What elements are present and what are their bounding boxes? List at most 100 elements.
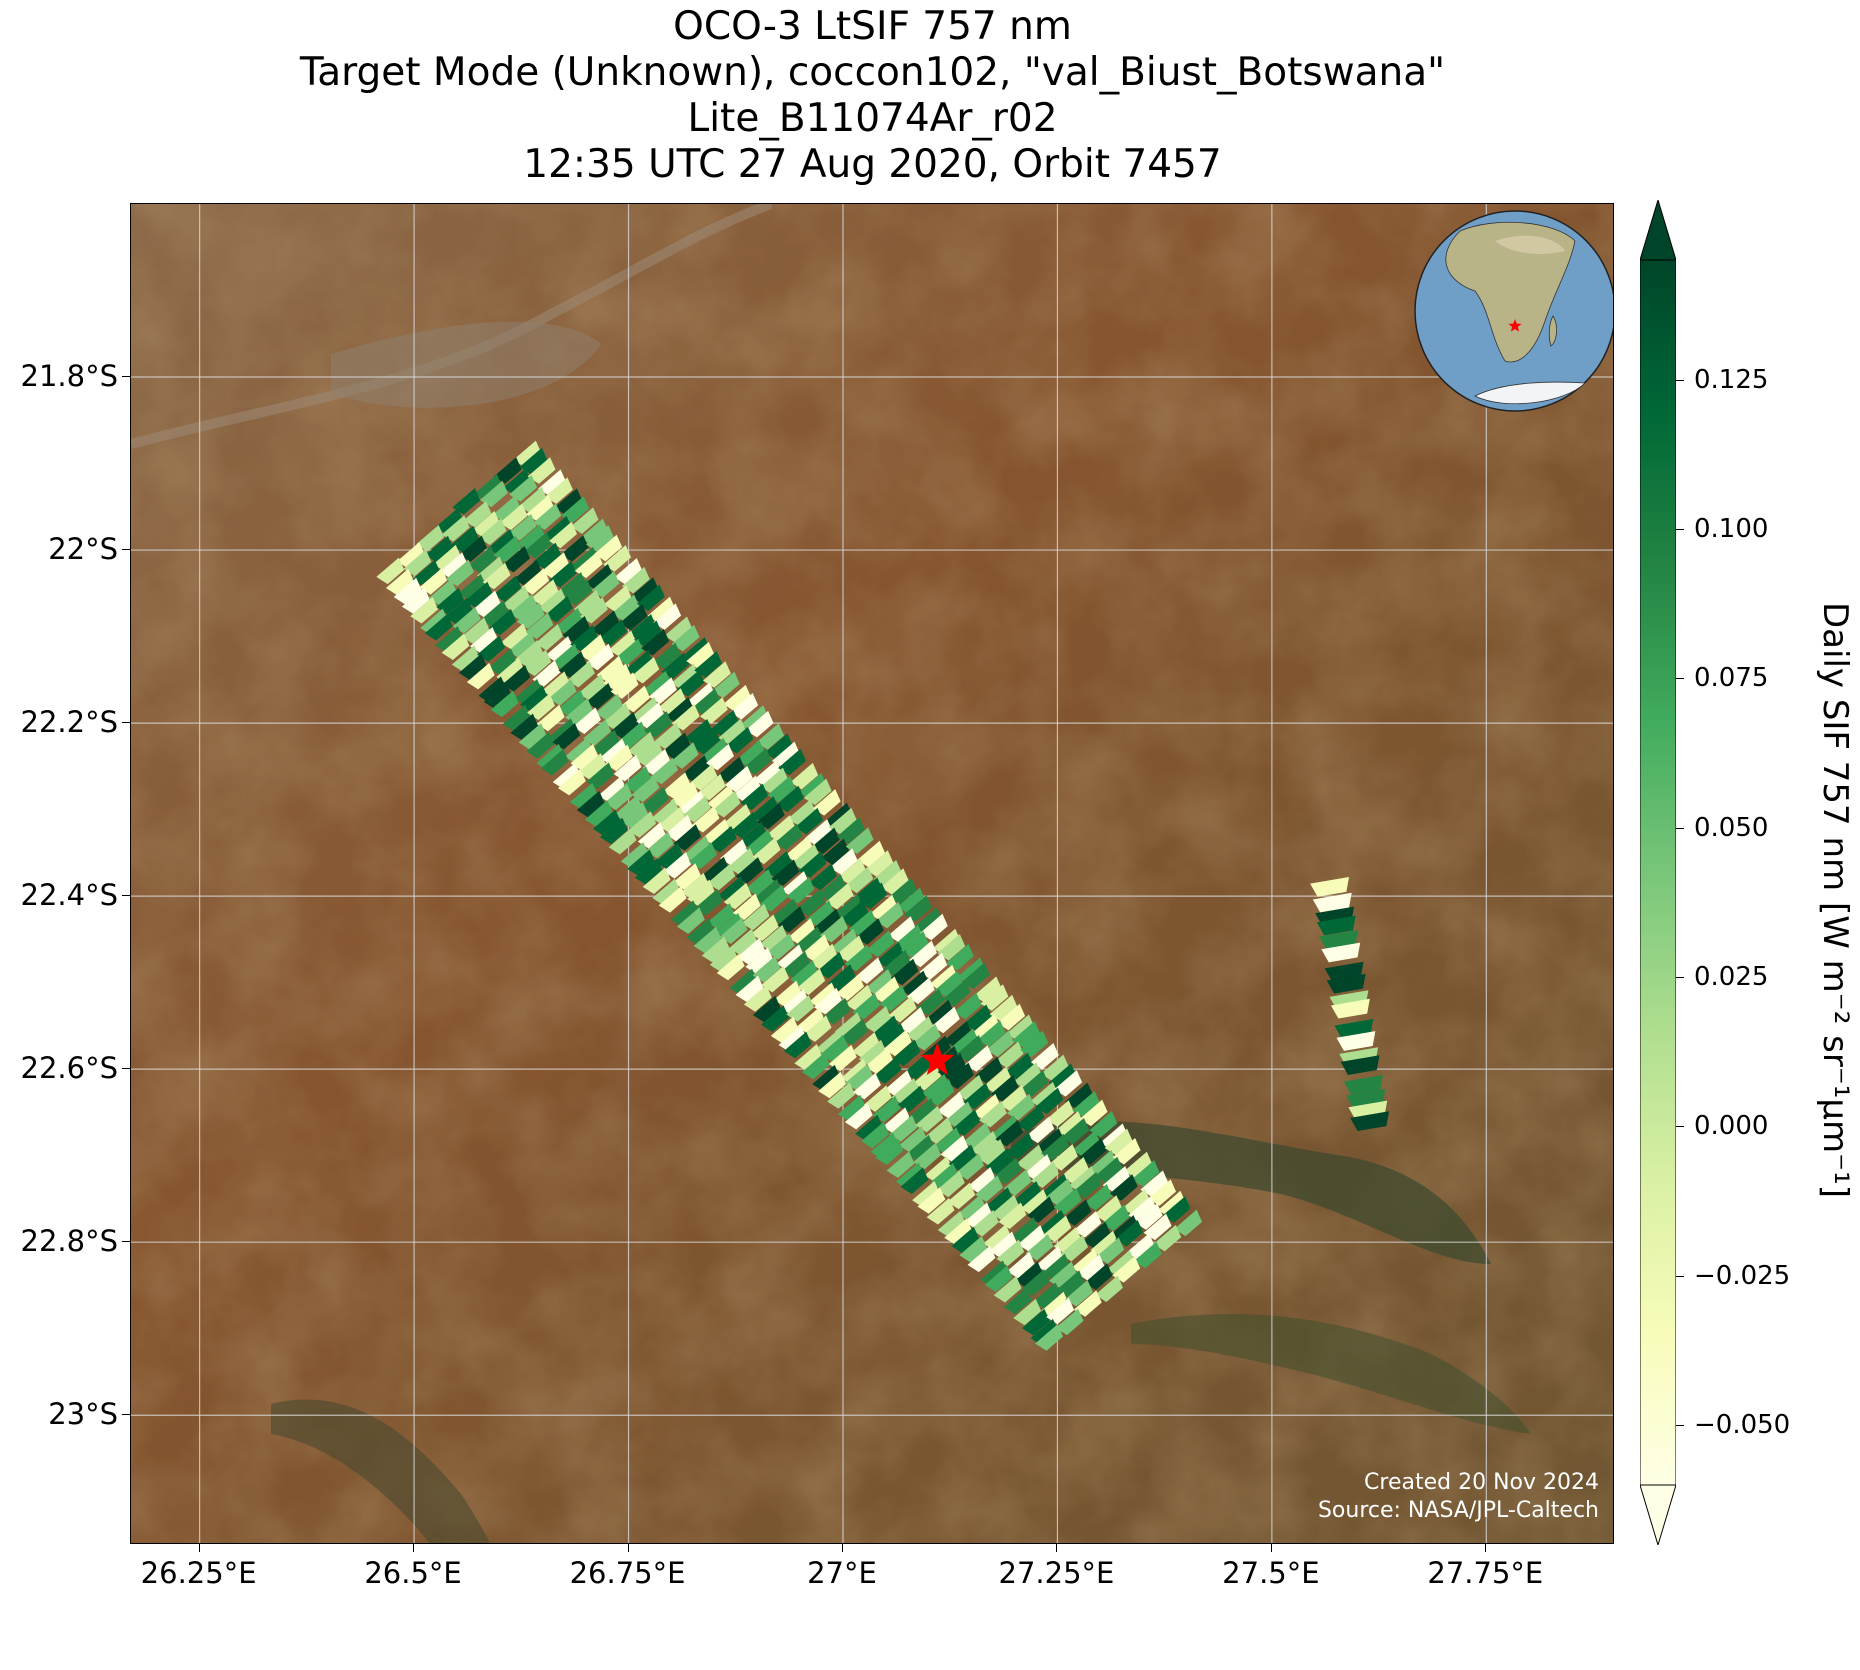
sif-footprint — [615, 638, 644, 666]
sif-footprint — [1104, 1128, 1133, 1156]
sif-footprint — [628, 614, 657, 641]
sif-footprint — [836, 935, 865, 962]
sif-footprint — [778, 1025, 807, 1053]
sif-footprint — [884, 1070, 913, 1097]
sif-footprint — [963, 1004, 992, 1031]
sif-footprint — [433, 544, 462, 572]
sif-footprint — [863, 1005, 892, 1033]
sif-footprint — [584, 800, 613, 827]
sif-footprint — [614, 558, 643, 585]
sif-footprint — [1088, 1149, 1117, 1177]
sif-footprint — [828, 1044, 857, 1072]
sif-footprint — [1096, 1237, 1125, 1264]
sif-footprint — [562, 615, 591, 643]
sif-footprint — [393, 577, 422, 605]
sif-footprint — [1041, 1133, 1070, 1161]
sif-footprint — [743, 748, 772, 775]
sif-footprint — [980, 1260, 1009, 1288]
sif-footprint — [897, 887, 926, 915]
sif-footprint — [723, 882, 752, 910]
sif-footprint — [548, 679, 577, 706]
sif-footprint — [681, 755, 710, 782]
sif-footprint — [573, 707, 601, 734]
sif-footprint — [913, 1142, 942, 1170]
inset-globe-antarctica — [1474, 381, 1586, 405]
sif-footprint — [536, 704, 565, 732]
sif-footprint — [1055, 1308, 1084, 1336]
sif-footprint — [535, 624, 564, 651]
sif-footprint — [844, 944, 873, 972]
sif-footprint — [718, 876, 746, 903]
sif-footprint — [580, 518, 609, 546]
sif-footprint — [569, 782, 598, 810]
sif-footprint — [741, 903, 770, 931]
sif-footprint — [1030, 1081, 1059, 1109]
x-tick-mark — [1056, 1544, 1058, 1552]
sif-footprint — [1089, 1110, 1118, 1138]
sif-footprint — [1065, 1280, 1093, 1307]
sif-footprint — [1140, 1170, 1169, 1197]
sif-footprint — [1312, 892, 1352, 913]
sif-footprint — [745, 829, 774, 856]
sif-footprint — [919, 952, 948, 980]
sif-footprint — [631, 656, 660, 684]
sif-footprint — [530, 579, 559, 606]
y-tick-label: 21.8°S — [20, 359, 118, 394]
sif-footprint — [1003, 1169, 1032, 1196]
sif-footprint — [641, 629, 670, 656]
sif-footprint — [732, 893, 761, 921]
sif-footprint — [737, 937, 765, 965]
sif-footprint — [925, 1117, 954, 1144]
sif-footprint — [468, 546, 497, 573]
sif-footprint — [1040, 1054, 1069, 1082]
map-panel[interactable]: Created 20 Nov 2024 Source: NASA/JPL-Cal… — [130, 203, 1614, 1544]
sif-footprint — [888, 995, 917, 1023]
sif-footprint — [1015, 1261, 1043, 1288]
sif-footprint — [585, 525, 614, 552]
sif-footprint — [845, 984, 874, 1012]
sif-footprint — [756, 723, 785, 750]
sif-footprint — [671, 704, 700, 731]
sif-footprint — [766, 933, 795, 960]
sif-footprint — [1006, 1132, 1035, 1160]
sif-footprint — [564, 578, 593, 606]
sif-footprint — [396, 542, 425, 569]
y-tick-label: 22.6°S — [20, 1051, 118, 1086]
sif-footprint — [1061, 1117, 1090, 1145]
sif-footprint — [1084, 1184, 1113, 1211]
sif-footprint — [745, 947, 774, 975]
sif-footprint — [613, 754, 642, 782]
sif-footprint — [892, 1039, 921, 1067]
sif-footprint — [533, 503, 562, 530]
sif-footprint — [1030, 1318, 1059, 1346]
sif-footprint — [623, 766, 652, 793]
sif-footprint — [818, 1071, 847, 1099]
sif-footprint — [686, 918, 715, 945]
target-marker — [920, 1042, 955, 1076]
sif-footprint — [820, 1035, 849, 1062]
sif-footprint — [1046, 1100, 1075, 1127]
sif-footprint — [420, 608, 449, 636]
x-tick-mark — [413, 1544, 415, 1552]
sif-footprint — [926, 1079, 955, 1106]
sif-footprint — [827, 964, 856, 991]
sif-footprint — [472, 590, 501, 618]
sif-footprint — [900, 930, 929, 958]
sif-footprint — [641, 786, 670, 814]
sif-footprint — [493, 535, 522, 563]
sif-footprint — [500, 623, 529, 650]
sif-footprint — [630, 577, 659, 604]
sif-footprint — [729, 928, 758, 956]
sif-footprint — [1049, 1261, 1077, 1288]
sif-footprint — [790, 762, 819, 790]
sif-footprint — [880, 868, 909, 895]
sif-footprint — [946, 1062, 974, 1090]
sif-footprint — [1072, 1091, 1101, 1118]
sif-footprint — [872, 976, 900, 1004]
sif-footprint — [773, 980, 802, 1008]
sif-footprint — [458, 574, 487, 601]
sif-footprint — [599, 817, 628, 845]
sif-footprint — [1016, 1105, 1045, 1132]
sif-footprint — [837, 1094, 866, 1122]
sif-footprint — [487, 529, 516, 556]
